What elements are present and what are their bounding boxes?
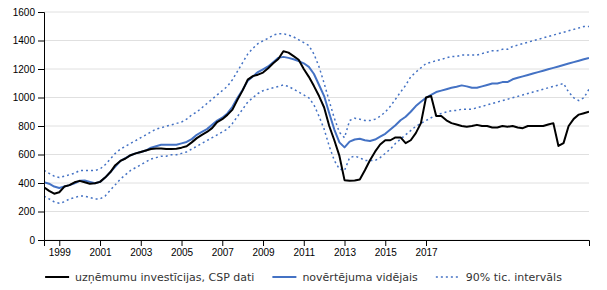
x-axis: 1999 2001 2003 2005 2007 2009 2011 2013 2015 2017 — [45, 240, 590, 258]
tick-mark — [100, 240, 101, 246]
tick-mark — [38, 98, 44, 99]
legend-swatch — [436, 276, 460, 278]
tick-label: 2007 — [212, 247, 235, 258]
tick-mark — [38, 126, 44, 127]
tick-label: 2003 — [130, 247, 153, 258]
tick: 1999 — [49, 240, 72, 258]
grid — [44, 12, 589, 240]
plot-area — [44, 27, 589, 204]
tick: 400 — [18, 178, 44, 189]
series-line — [44, 51, 589, 194]
grid-line — [44, 12, 589, 13]
tick-mark — [141, 240, 142, 246]
tick: 2013 — [334, 240, 357, 258]
tick: 2017 — [415, 240, 438, 258]
legend: uzņēmumu investīcijas, CSP dati novērtēju… — [45, 271, 562, 284]
grid-line — [44, 211, 589, 212]
axis-domain — [45, 241, 590, 247]
tick: 2009 — [252, 240, 275, 258]
legend-swatch — [272, 276, 296, 278]
tick-label: 2017 — [415, 247, 438, 258]
tick-label: 800 — [18, 121, 35, 132]
tick-label: 600 — [18, 149, 35, 160]
tick-mark — [38, 155, 44, 156]
tick-mark — [38, 69, 44, 70]
legend-item: novērtējuma vidējais — [272, 271, 418, 284]
tick: 2011 — [294, 240, 316, 258]
legend-label: 90% tic. intervāls — [466, 271, 562, 284]
tick-label: 2015 — [375, 247, 398, 258]
tick-label: 1999 — [49, 247, 72, 258]
tick-mark — [38, 183, 44, 184]
legend-item: 90% tic. intervāls — [436, 271, 562, 284]
tick-label: 0 — [29, 235, 35, 246]
tick: 1400 — [13, 35, 44, 46]
legend-item: uzņēmumu investīcijas, CSP dati — [45, 271, 254, 284]
tick-mark — [38, 41, 44, 42]
grid-line — [44, 97, 589, 98]
tick-label: 2005 — [171, 247, 194, 258]
tick-label: 2001 — [89, 247, 112, 258]
tick-mark — [38, 212, 44, 213]
tick-label: 1200 — [13, 64, 36, 75]
tick: 2007 — [212, 240, 235, 258]
grid-line — [44, 40, 589, 41]
grid-line — [44, 183, 589, 184]
tick-label: 400 — [18, 178, 35, 189]
grid-line — [44, 69, 589, 70]
series-line — [44, 84, 589, 204]
tick-mark — [222, 240, 223, 246]
tick-label: 1000 — [13, 92, 36, 103]
tick-label: 2009 — [252, 247, 275, 258]
tick-mark — [385, 240, 386, 246]
tick-mark — [182, 240, 183, 246]
tick: 2005 — [171, 240, 194, 258]
tick-mark — [345, 240, 346, 246]
legend-swatch — [45, 276, 69, 278]
tick: 200 — [18, 206, 44, 217]
series-line — [44, 27, 589, 178]
tick: 800 — [18, 121, 44, 132]
tick-label: 200 — [18, 206, 35, 217]
tick-mark — [38, 240, 44, 241]
series-line — [44, 57, 589, 188]
tick-mark — [304, 240, 305, 246]
tick-mark — [59, 240, 60, 246]
chart: 0 200 400 600 800 1000 1200 1400 1600 1999 2001 200… — [0, 0, 607, 290]
legend-label: uzņēmumu investīcijas, CSP dati — [75, 271, 254, 284]
tick: 2003 — [130, 240, 153, 258]
tick-label: 1400 — [13, 35, 36, 46]
tick: 2001 — [89, 240, 112, 258]
tick-label: 2013 — [334, 247, 357, 258]
tick: 600 — [18, 149, 44, 160]
tick: 0 — [29, 235, 44, 246]
tick-label: 2011 — [294, 247, 316, 258]
tick: 1000 — [13, 92, 44, 103]
tick-mark — [426, 240, 427, 246]
tick-mark — [38, 12, 44, 13]
tick-label: 1600 — [13, 7, 36, 18]
grid-line — [44, 154, 589, 155]
legend-label: novērtējuma vidējais — [302, 271, 418, 284]
tick-mark — [263, 240, 264, 246]
axis-domain — [38, 13, 45, 241]
tick: 2015 — [375, 240, 398, 258]
y-axis: 0 200 400 600 800 1000 1200 1400 1600 — [13, 7, 45, 246]
tick: 1600 — [13, 7, 44, 18]
tick: 1200 — [13, 64, 44, 75]
